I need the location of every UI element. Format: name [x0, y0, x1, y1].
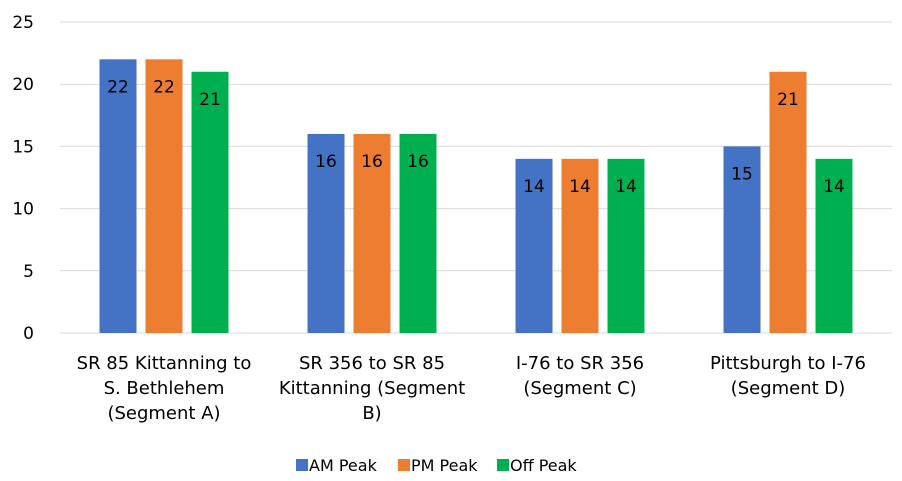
bar-pm-peak [561, 158, 599, 333]
legend-label: Off Peak [510, 456, 577, 475]
gridlines [60, 21, 892, 334]
bar-off-peak [191, 71, 229, 333]
y-tick-label: 15 [12, 137, 34, 157]
data-label: 21 [199, 90, 221, 110]
bar-pm-peak [145, 59, 183, 333]
bar-pm-peak [769, 71, 807, 333]
y-tick-label: 25 [12, 13, 34, 33]
y-tick-label: 5 [23, 262, 34, 282]
category-label: SR 85 Kittanning to [77, 353, 252, 374]
category-label: Kittanning (Segment [279, 378, 465, 399]
bar-pm-peak [353, 133, 391, 333]
category-label: I-76 to SR 356 [516, 353, 644, 374]
legend-label: AM Peak [309, 456, 378, 475]
category-label: Pittsburgh to I-76 [710, 353, 866, 374]
bar-am-peak [307, 133, 345, 333]
data-labels: 22 22 21 16 16 16 14 14 14 15 21 14 [107, 77, 845, 197]
data-label: 22 [153, 77, 175, 97]
data-label: 14 [569, 177, 591, 197]
category-label: B) [362, 403, 381, 424]
legend-swatch [296, 459, 308, 471]
data-label: 14 [823, 177, 845, 197]
category-label: S. Bethlehem [104, 378, 225, 399]
y-tick-label: 20 [12, 75, 34, 95]
legend-swatch [497, 459, 509, 471]
x-axis-categories: SR 85 Kittanning to S. Bethlehem (Segment … [77, 353, 866, 424]
bars [99, 59, 853, 333]
category-label: SR 356 to SR 85 [299, 353, 445, 374]
y-axis-ticks: 0 5 10 15 20 25 [12, 13, 34, 344]
category-label: (Segment C) [523, 378, 636, 399]
legend-label: PM Peak [411, 456, 478, 475]
data-label: 16 [407, 152, 429, 172]
data-label: 16 [361, 152, 383, 172]
legend: AM Peak PM Peak Off Peak [296, 456, 577, 475]
bar-off-peak [607, 158, 645, 333]
data-label: 21 [777, 90, 799, 110]
data-label: 16 [315, 152, 337, 172]
y-tick-label: 0 [23, 324, 34, 344]
bar-off-peak [815, 158, 853, 333]
data-label: 15 [731, 164, 753, 184]
bar-am-peak [723, 146, 761, 333]
data-label: 14 [615, 177, 637, 197]
data-label: 22 [107, 77, 129, 97]
legend-swatch [398, 459, 410, 471]
category-label: (Segment D) [731, 378, 846, 399]
bar-off-peak [399, 133, 437, 333]
bar-am-peak [99, 59, 137, 333]
bar-am-peak [515, 158, 553, 333]
y-tick-label: 10 [12, 200, 34, 220]
data-label: 14 [523, 177, 545, 197]
category-label: (Segment A) [107, 403, 220, 424]
